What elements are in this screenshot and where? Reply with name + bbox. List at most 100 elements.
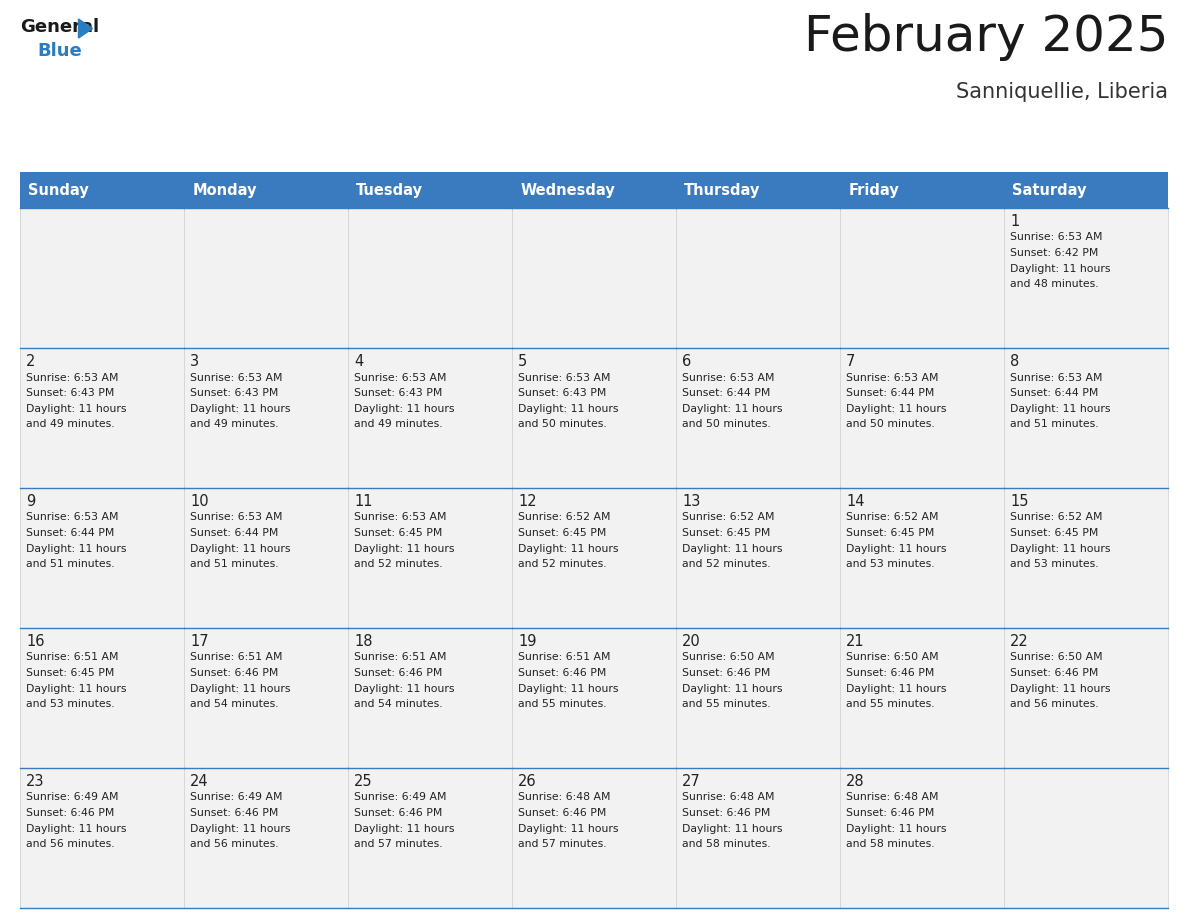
- Text: Daylight: 11 hours: Daylight: 11 hours: [26, 684, 126, 693]
- Text: Sunrise: 6:53 AM: Sunrise: 6:53 AM: [26, 373, 119, 383]
- Bar: [20, 628, 184, 768]
- Text: Daylight: 11 hours: Daylight: 11 hours: [518, 823, 619, 834]
- Bar: [184, 488, 348, 628]
- Text: General: General: [20, 18, 99, 36]
- Text: and 51 minutes.: and 51 minutes.: [1010, 419, 1099, 429]
- Text: and 55 minutes.: and 55 minutes.: [846, 699, 935, 709]
- Text: Sunset: 6:43 PM: Sunset: 6:43 PM: [190, 388, 278, 398]
- Bar: [512, 208, 676, 348]
- Text: and 51 minutes.: and 51 minutes.: [26, 559, 114, 569]
- Bar: [840, 488, 1004, 628]
- Text: 11: 11: [354, 494, 373, 509]
- Text: Sunrise: 6:49 AM: Sunrise: 6:49 AM: [190, 792, 283, 802]
- Text: and 53 minutes.: and 53 minutes.: [1010, 559, 1099, 569]
- Bar: [20, 768, 184, 908]
- Text: Sunset: 6:46 PM: Sunset: 6:46 PM: [846, 808, 935, 818]
- Text: Daylight: 11 hours: Daylight: 11 hours: [518, 404, 619, 413]
- Text: 3: 3: [190, 353, 200, 368]
- Text: Daylight: 11 hours: Daylight: 11 hours: [682, 404, 783, 413]
- Text: 14: 14: [846, 494, 865, 509]
- Text: Daylight: 11 hours: Daylight: 11 hours: [26, 404, 126, 413]
- Text: Daylight: 11 hours: Daylight: 11 hours: [518, 684, 619, 693]
- Text: and 56 minutes.: and 56 minutes.: [26, 839, 114, 849]
- Text: Daylight: 11 hours: Daylight: 11 hours: [846, 404, 947, 413]
- Text: and 54 minutes.: and 54 minutes.: [190, 699, 279, 709]
- Text: and 49 minutes.: and 49 minutes.: [354, 419, 443, 429]
- Text: Sunrise: 6:53 AM: Sunrise: 6:53 AM: [190, 512, 283, 522]
- Text: Sunset: 6:43 PM: Sunset: 6:43 PM: [354, 388, 442, 398]
- Text: 19: 19: [518, 633, 537, 648]
- Text: Daylight: 11 hours: Daylight: 11 hours: [190, 543, 291, 554]
- Text: Sunrise: 6:49 AM: Sunrise: 6:49 AM: [26, 792, 119, 802]
- Text: Sunset: 6:45 PM: Sunset: 6:45 PM: [682, 528, 770, 538]
- Text: Sunset: 6:46 PM: Sunset: 6:46 PM: [354, 668, 442, 678]
- Text: Sunrise: 6:52 AM: Sunrise: 6:52 AM: [1010, 512, 1102, 522]
- Text: Sanniquellie, Liberia: Sanniquellie, Liberia: [956, 82, 1168, 102]
- Text: Daylight: 11 hours: Daylight: 11 hours: [354, 823, 455, 834]
- Text: Sunrise: 6:50 AM: Sunrise: 6:50 AM: [1010, 653, 1102, 663]
- Text: Daylight: 11 hours: Daylight: 11 hours: [1010, 404, 1111, 413]
- Text: Sunset: 6:45 PM: Sunset: 6:45 PM: [518, 528, 606, 538]
- Text: 9: 9: [26, 494, 36, 509]
- Text: Sunrise: 6:51 AM: Sunrise: 6:51 AM: [354, 653, 447, 663]
- Text: Sunrise: 6:53 AM: Sunrise: 6:53 AM: [26, 512, 119, 522]
- Polygon shape: [78, 19, 93, 38]
- Text: 24: 24: [190, 774, 209, 789]
- Text: 26: 26: [518, 774, 537, 789]
- Bar: [676, 488, 840, 628]
- Text: and 55 minutes.: and 55 minutes.: [682, 699, 771, 709]
- Text: Sunset: 6:46 PM: Sunset: 6:46 PM: [518, 808, 606, 818]
- Text: 21: 21: [846, 633, 865, 648]
- Text: 1: 1: [1010, 214, 1019, 229]
- Bar: [348, 768, 512, 908]
- Text: Sunset: 6:44 PM: Sunset: 6:44 PM: [682, 388, 770, 398]
- Bar: [20, 348, 184, 488]
- Bar: [1004, 348, 1168, 488]
- Text: Blue: Blue: [37, 41, 82, 60]
- Text: Sunset: 6:46 PM: Sunset: 6:46 PM: [190, 668, 278, 678]
- Text: Sunrise: 6:53 AM: Sunrise: 6:53 AM: [1010, 232, 1102, 242]
- Text: Tuesday: Tuesday: [356, 183, 423, 197]
- Text: Sunset: 6:45 PM: Sunset: 6:45 PM: [1010, 528, 1099, 538]
- Bar: [184, 348, 348, 488]
- Text: Sunset: 6:43 PM: Sunset: 6:43 PM: [26, 388, 114, 398]
- Text: Sunset: 6:46 PM: Sunset: 6:46 PM: [682, 668, 770, 678]
- Text: Daylight: 11 hours: Daylight: 11 hours: [846, 543, 947, 554]
- Text: Sunrise: 6:53 AM: Sunrise: 6:53 AM: [846, 373, 939, 383]
- Text: Daylight: 11 hours: Daylight: 11 hours: [190, 823, 291, 834]
- Text: 12: 12: [518, 494, 537, 509]
- Text: 13: 13: [682, 494, 701, 509]
- Text: and 50 minutes.: and 50 minutes.: [682, 419, 771, 429]
- Text: Sunrise: 6:52 AM: Sunrise: 6:52 AM: [846, 512, 939, 522]
- Text: Daylight: 11 hours: Daylight: 11 hours: [1010, 543, 1111, 554]
- Text: and 57 minutes.: and 57 minutes.: [354, 839, 443, 849]
- Bar: [512, 768, 676, 908]
- Text: Sunrise: 6:50 AM: Sunrise: 6:50 AM: [846, 653, 939, 663]
- Bar: [512, 628, 676, 768]
- Text: 22: 22: [1010, 633, 1029, 648]
- Text: and 56 minutes.: and 56 minutes.: [190, 839, 279, 849]
- Bar: [676, 208, 840, 348]
- Text: Sunset: 6:45 PM: Sunset: 6:45 PM: [26, 668, 114, 678]
- Text: and 50 minutes.: and 50 minutes.: [518, 419, 607, 429]
- Text: Sunrise: 6:52 AM: Sunrise: 6:52 AM: [518, 512, 611, 522]
- Text: 15: 15: [1010, 494, 1029, 509]
- Bar: [1004, 488, 1168, 628]
- Text: Sunrise: 6:48 AM: Sunrise: 6:48 AM: [846, 792, 939, 802]
- Bar: [184, 628, 348, 768]
- Text: Daylight: 11 hours: Daylight: 11 hours: [190, 404, 291, 413]
- Bar: [840, 208, 1004, 348]
- Text: Sunset: 6:43 PM: Sunset: 6:43 PM: [518, 388, 606, 398]
- Text: 20: 20: [682, 633, 701, 648]
- Text: Sunset: 6:42 PM: Sunset: 6:42 PM: [1010, 248, 1099, 258]
- Text: Sunset: 6:44 PM: Sunset: 6:44 PM: [26, 528, 114, 538]
- Text: Sunrise: 6:53 AM: Sunrise: 6:53 AM: [354, 373, 447, 383]
- Text: Wednesday: Wednesday: [520, 183, 615, 197]
- Text: and 49 minutes.: and 49 minutes.: [26, 419, 114, 429]
- Text: Sunrise: 6:48 AM: Sunrise: 6:48 AM: [682, 792, 775, 802]
- Bar: [676, 628, 840, 768]
- Text: Saturday: Saturday: [1012, 183, 1087, 197]
- Text: Sunset: 6:46 PM: Sunset: 6:46 PM: [190, 808, 278, 818]
- Text: and 54 minutes.: and 54 minutes.: [354, 699, 443, 709]
- Bar: [676, 768, 840, 908]
